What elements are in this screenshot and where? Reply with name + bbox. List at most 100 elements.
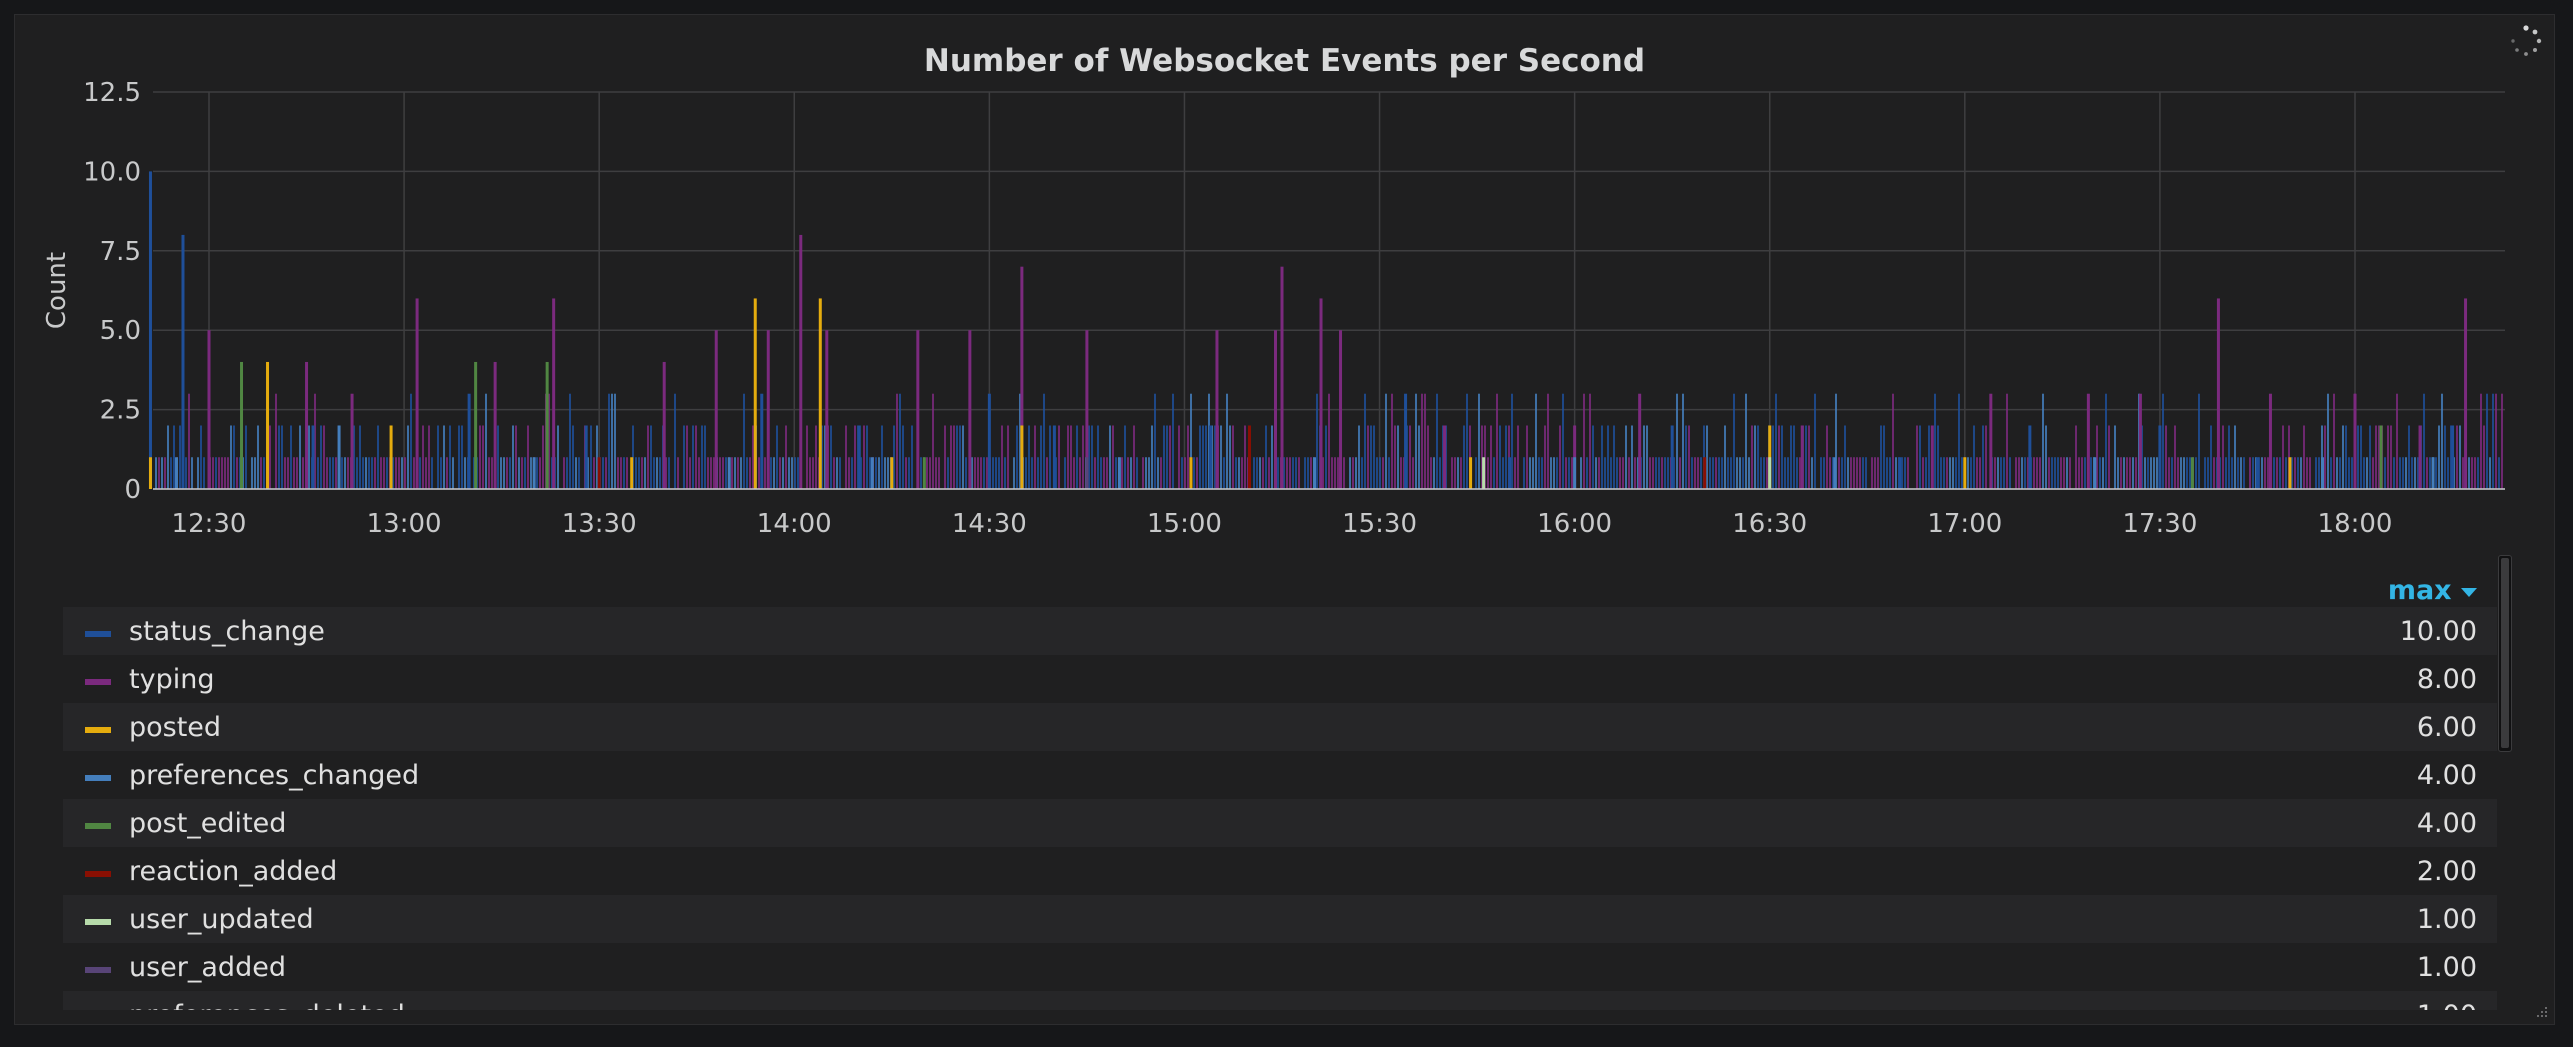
background-bar: [1688, 425, 1690, 489]
background-bar: [1415, 393, 1417, 489]
background-bar: [2480, 393, 2482, 489]
background-bar: [203, 457, 205, 489]
background-bar: [1562, 393, 1564, 489]
graph-area[interactable]: 0 2.5 5.0 7.5 10.0 12.5 12:30 13:00 13:30 14:00 14…: [15, 15, 2554, 535]
legend-scrollbar-thumb[interactable]: [2501, 558, 2509, 748]
background-bar: [617, 457, 619, 489]
legend-color-swatch[interactable]: [85, 775, 111, 781]
background-bar: [2399, 457, 2401, 489]
background-bar: [2357, 425, 2359, 489]
background-bar: [668, 457, 670, 489]
background-bar: [1616, 457, 1618, 489]
background-bar: [752, 425, 754, 489]
legend-item-user-added[interactable]: user_added 1.00: [63, 943, 2497, 991]
background-bar: [2024, 457, 2026, 489]
legend-series-name[interactable]: post_edited: [129, 807, 287, 839]
legend-item-reaction-added[interactable]: reaction_added 2.00: [63, 847, 2497, 895]
background-bar: [335, 457, 337, 489]
background-bar: [2339, 457, 2341, 489]
legend-color-swatch[interactable]: [85, 727, 111, 733]
bar-status-change: [584, 425, 588, 489]
legend-series-name[interactable]: reaction_added: [129, 855, 338, 887]
legend-series-name[interactable]: user_added: [129, 951, 286, 983]
background-bar: [275, 393, 277, 489]
legend-item-typing[interactable]: typing 8.00: [63, 655, 2497, 703]
legend-series-name[interactable]: typing: [129, 663, 215, 695]
background-bar: [1982, 425, 1984, 489]
legend-item-preferences-changed[interactable]: preferences_changed 4.00: [63, 751, 2497, 799]
background-bar: [1400, 457, 1402, 489]
background-bar: [1439, 457, 1441, 489]
background-bar: [1493, 457, 1495, 489]
background-bar: [1103, 457, 1105, 489]
background-bar: [2402, 457, 2404, 489]
background-bar: [1244, 425, 1246, 489]
background-bar: [1580, 457, 1582, 489]
legend-scrollbar[interactable]: [2498, 555, 2512, 752]
background-bar: [395, 457, 397, 489]
legend-item-preferences-deleted[interactable]: preferences_deleted1.00: [63, 991, 2497, 1010]
background-bar: [296, 457, 298, 489]
bar-status-change: [1898, 457, 1902, 489]
resize-handle-icon[interactable]: [2534, 1004, 2548, 1018]
background-bar: [1706, 425, 1708, 489]
background-bar: [1829, 457, 1831, 489]
background-bar: [1595, 457, 1597, 489]
legend-series-name[interactable]: user_updated: [129, 903, 314, 935]
background-bar: [1760, 457, 1762, 489]
legend-series-name[interactable]: preferences_changed: [129, 759, 420, 791]
background-bar: [1700, 457, 1702, 489]
sort-max-header[interactable]: max: [2388, 575, 2477, 606]
background-bar: [1382, 457, 1384, 489]
background-bar: [1694, 457, 1696, 489]
legend-color-swatch[interactable]: [85, 967, 111, 973]
background-bar: [1928, 425, 1930, 489]
background-bar: [2126, 457, 2128, 489]
background-bar: [1298, 457, 1300, 489]
background-bar: [323, 425, 325, 489]
background-bar: [2441, 393, 2443, 489]
legend-item-posted[interactable]: posted 6.00: [63, 703, 2497, 751]
legend-color-swatch[interactable]: [85, 823, 111, 829]
bar-post-edited: [922, 457, 926, 489]
background-bar: [2141, 425, 2143, 489]
background-bar: [1457, 457, 1459, 489]
legend-color-swatch[interactable]: [85, 919, 111, 925]
background-bar: [2291, 457, 2293, 489]
bar-reaction-added: [1247, 425, 1251, 489]
legend-series-name[interactable]: posted: [129, 711, 222, 743]
background-bar: [743, 393, 745, 489]
legend-series-name[interactable]: status_change: [129, 615, 325, 647]
bar-preferences-changed: [1117, 457, 1121, 489]
legend-item-status-change[interactable]: status_change 10.00: [63, 607, 2497, 655]
background-bar: [1922, 457, 1924, 489]
background-bar: [935, 457, 937, 489]
background-bar: [1745, 393, 1747, 489]
background-bar: [398, 457, 400, 489]
background-bar: [1235, 457, 1237, 489]
background-bar: [464, 457, 466, 489]
background-bar: [2231, 457, 2233, 489]
background-bar: [1424, 393, 1426, 489]
legend-color-swatch[interactable]: [85, 631, 111, 637]
background-bar: [1883, 425, 1885, 489]
background-bar: [1796, 457, 1798, 489]
legend-series-name[interactable]: preferences_deleted: [129, 1000, 2417, 1011]
background-bar: [443, 425, 445, 489]
background-bar: [656, 457, 658, 489]
background-bar: [257, 425, 259, 489]
background-bar: [1364, 393, 1366, 489]
background-bar: [1685, 425, 1687, 489]
legend-color-swatch[interactable]: [85, 679, 111, 685]
background-bar: [1787, 457, 1789, 489]
background-bar: [1418, 425, 1420, 489]
legend-item-user-updated[interactable]: user_updated 1.00: [63, 895, 2497, 943]
bar-status-change: [467, 393, 471, 489]
bar-typing: [1085, 330, 1089, 489]
background-bar: [770, 457, 772, 489]
legend-color-swatch[interactable]: [85, 871, 111, 877]
panel-title[interactable]: Number of Websocket Events per Second: [923, 43, 1646, 79]
bar-typing: [1638, 393, 1642, 489]
background-bar: [188, 393, 190, 489]
legend-item-post-edited[interactable]: post_edited 4.00: [63, 799, 2497, 847]
